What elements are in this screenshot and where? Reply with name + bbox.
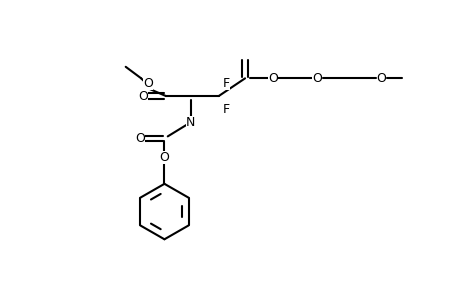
Text: O: O: [376, 72, 386, 85]
Text: O: O: [312, 72, 321, 85]
Text: F: F: [223, 103, 230, 116]
Text: O: O: [135, 132, 145, 145]
Text: O: O: [138, 90, 147, 103]
Text: F: F: [223, 77, 230, 90]
Text: O: O: [143, 77, 153, 90]
Text: O: O: [268, 72, 277, 85]
Text: N: N: [186, 116, 195, 129]
Text: O: O: [159, 151, 169, 164]
